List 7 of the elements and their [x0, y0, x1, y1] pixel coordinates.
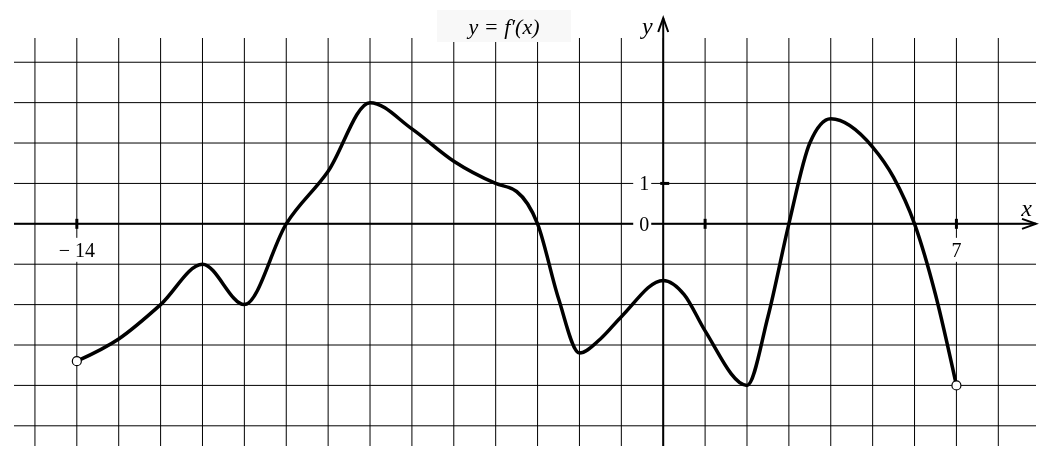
- y-tick-label: 0: [639, 212, 650, 235]
- y-axis-title: y: [639, 13, 653, 39]
- x-axis-title: x: [1020, 194, 1033, 221]
- y-tick-label: 1: [639, 172, 650, 195]
- x-tick-label: − 14: [58, 238, 95, 261]
- x-tick-label: 7: [951, 238, 962, 261]
- chart-title: y = f′(x): [466, 14, 540, 39]
